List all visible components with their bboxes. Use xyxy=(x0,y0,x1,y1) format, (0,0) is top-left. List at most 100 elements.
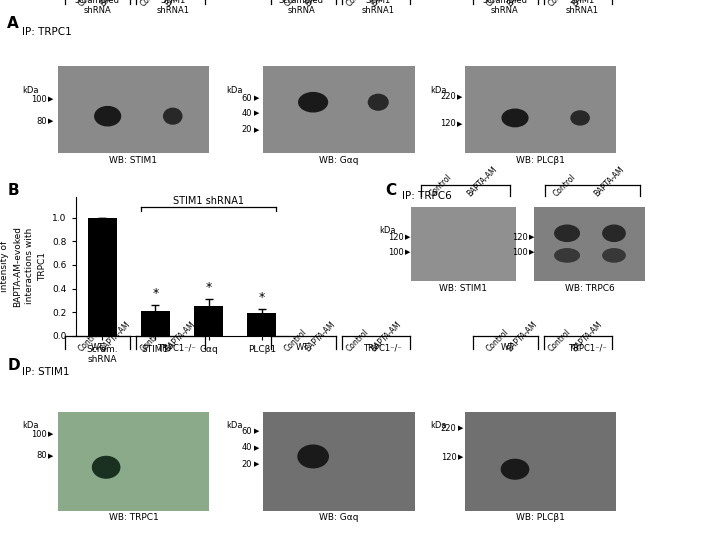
Text: ▶: ▶ xyxy=(254,429,259,434)
Text: 120: 120 xyxy=(440,120,456,128)
Text: 20: 20 xyxy=(242,460,252,468)
X-axis label: WB: PLCβ1: WB: PLCβ1 xyxy=(516,156,565,165)
Text: Control: Control xyxy=(547,0,572,9)
Text: Control: Control xyxy=(547,327,572,353)
Text: 120: 120 xyxy=(512,233,528,242)
Text: Control: Control xyxy=(283,327,309,353)
Text: BAPTA-AM: BAPTA-AM xyxy=(98,319,132,353)
Text: IP: TRPC1: IP: TRPC1 xyxy=(22,27,71,37)
Text: TRPC1⁻/⁻: TRPC1⁻/⁻ xyxy=(157,343,196,352)
Ellipse shape xyxy=(502,109,528,127)
Ellipse shape xyxy=(368,94,388,110)
Text: BAPTA-AM: BAPTA-AM xyxy=(505,0,539,9)
Text: *: * xyxy=(259,291,265,304)
Bar xyxy=(141,311,170,336)
Text: Control: Control xyxy=(139,0,165,9)
Text: kDa: kDa xyxy=(22,422,38,430)
X-axis label: WB: Gαq: WB: Gαq xyxy=(319,156,358,165)
Text: 120: 120 xyxy=(388,233,404,242)
Text: BAPTA-AM: BAPTA-AM xyxy=(164,319,197,353)
Text: BAPTA-AM: BAPTA-AM xyxy=(98,0,132,9)
Ellipse shape xyxy=(164,108,182,124)
Text: ▶: ▶ xyxy=(48,118,53,124)
Ellipse shape xyxy=(298,445,328,468)
Text: WT: WT xyxy=(91,343,104,352)
X-axis label: WB: STIM1: WB: STIM1 xyxy=(110,156,157,165)
X-axis label: WB: TRPC1: WB: TRPC1 xyxy=(108,513,159,523)
Text: B: B xyxy=(7,183,19,198)
Text: BAPTA-AM: BAPTA-AM xyxy=(164,0,197,9)
Text: Control: Control xyxy=(77,327,103,353)
Ellipse shape xyxy=(94,106,120,126)
Text: ▶: ▶ xyxy=(457,121,462,127)
Text: ▶: ▶ xyxy=(254,96,259,101)
Text: BAPTA-AM: BAPTA-AM xyxy=(304,319,337,353)
Bar xyxy=(88,218,117,336)
Ellipse shape xyxy=(554,225,580,241)
Text: 40: 40 xyxy=(242,109,252,117)
Text: ▶: ▶ xyxy=(48,453,53,459)
Ellipse shape xyxy=(571,111,589,125)
Text: ▶: ▶ xyxy=(254,110,259,116)
Text: ▶: ▶ xyxy=(48,431,53,437)
Text: Control: Control xyxy=(345,0,371,9)
Text: Scrambled
shRNA: Scrambled shRNA xyxy=(75,0,120,15)
Text: STIM1
shRNA1: STIM1 shRNA1 xyxy=(566,0,599,15)
Text: Control: Control xyxy=(428,173,454,199)
Y-axis label: Relative band
intensity of
BAPTA-AM-evoked
interactions with
TRPC1: Relative band intensity of BAPTA-AM-evok… xyxy=(0,225,47,307)
Ellipse shape xyxy=(554,249,580,262)
Text: *: * xyxy=(205,282,212,294)
Text: ▶: ▶ xyxy=(458,454,463,460)
Text: 80: 80 xyxy=(36,452,47,460)
Text: WT: WT xyxy=(296,343,309,352)
Text: Scrambled
shRNA: Scrambled shRNA xyxy=(279,0,324,15)
Text: BAPTA-AM: BAPTA-AM xyxy=(465,165,499,199)
Text: ▶: ▶ xyxy=(405,250,410,255)
Text: BAPTA-AM: BAPTA-AM xyxy=(304,0,337,9)
Text: IP: TRPC6: IP: TRPC6 xyxy=(402,191,452,201)
Text: TRPC1⁻/⁻: TRPC1⁻/⁻ xyxy=(568,343,607,352)
Ellipse shape xyxy=(501,459,528,479)
Text: ▶: ▶ xyxy=(254,445,259,450)
Text: ▶: ▶ xyxy=(48,97,53,102)
Text: 100: 100 xyxy=(512,248,528,257)
Text: STIM1
shRNA1: STIM1 shRNA1 xyxy=(156,0,190,15)
Text: kDa: kDa xyxy=(430,422,446,430)
Text: 20: 20 xyxy=(242,126,252,134)
Text: BAPTA-AM: BAPTA-AM xyxy=(369,319,402,353)
Bar xyxy=(247,313,276,336)
Text: 100: 100 xyxy=(388,248,404,257)
Text: ▶: ▶ xyxy=(529,250,534,255)
Text: Control: Control xyxy=(485,327,510,353)
Text: Scrambled
shRNA: Scrambled shRNA xyxy=(482,0,527,15)
Text: kDa: kDa xyxy=(226,86,242,94)
Text: Control: Control xyxy=(77,0,103,9)
X-axis label: WB: PLCβ1: WB: PLCβ1 xyxy=(516,513,565,523)
Text: STIM1
shRNA1: STIM1 shRNA1 xyxy=(362,0,395,15)
X-axis label: WB: Gαq: WB: Gαq xyxy=(319,513,358,523)
Text: Control: Control xyxy=(552,173,578,199)
Text: ▶: ▶ xyxy=(254,461,259,467)
Text: Control: Control xyxy=(139,327,165,353)
Text: *: * xyxy=(152,287,159,300)
X-axis label: WB: STIM1: WB: STIM1 xyxy=(439,284,487,293)
Text: ▶: ▶ xyxy=(529,235,534,240)
Text: 60: 60 xyxy=(242,94,252,103)
Text: 120: 120 xyxy=(441,453,456,461)
Text: A: A xyxy=(7,16,19,31)
Text: C: C xyxy=(386,183,397,198)
Text: BAPTA-AM: BAPTA-AM xyxy=(505,319,539,353)
Text: kDa: kDa xyxy=(22,86,38,94)
Text: BAPTA-AM: BAPTA-AM xyxy=(369,0,402,9)
Text: kDa: kDa xyxy=(226,422,242,430)
Text: 40: 40 xyxy=(242,443,252,452)
Text: IP: STIM1: IP: STIM1 xyxy=(22,367,69,377)
Ellipse shape xyxy=(92,456,120,478)
Text: 100: 100 xyxy=(31,430,47,438)
Text: 100: 100 xyxy=(31,95,47,104)
Bar xyxy=(194,306,224,336)
Text: ▶: ▶ xyxy=(458,426,463,431)
Ellipse shape xyxy=(603,225,625,241)
Text: Control: Control xyxy=(283,0,309,9)
Text: 80: 80 xyxy=(36,117,47,126)
